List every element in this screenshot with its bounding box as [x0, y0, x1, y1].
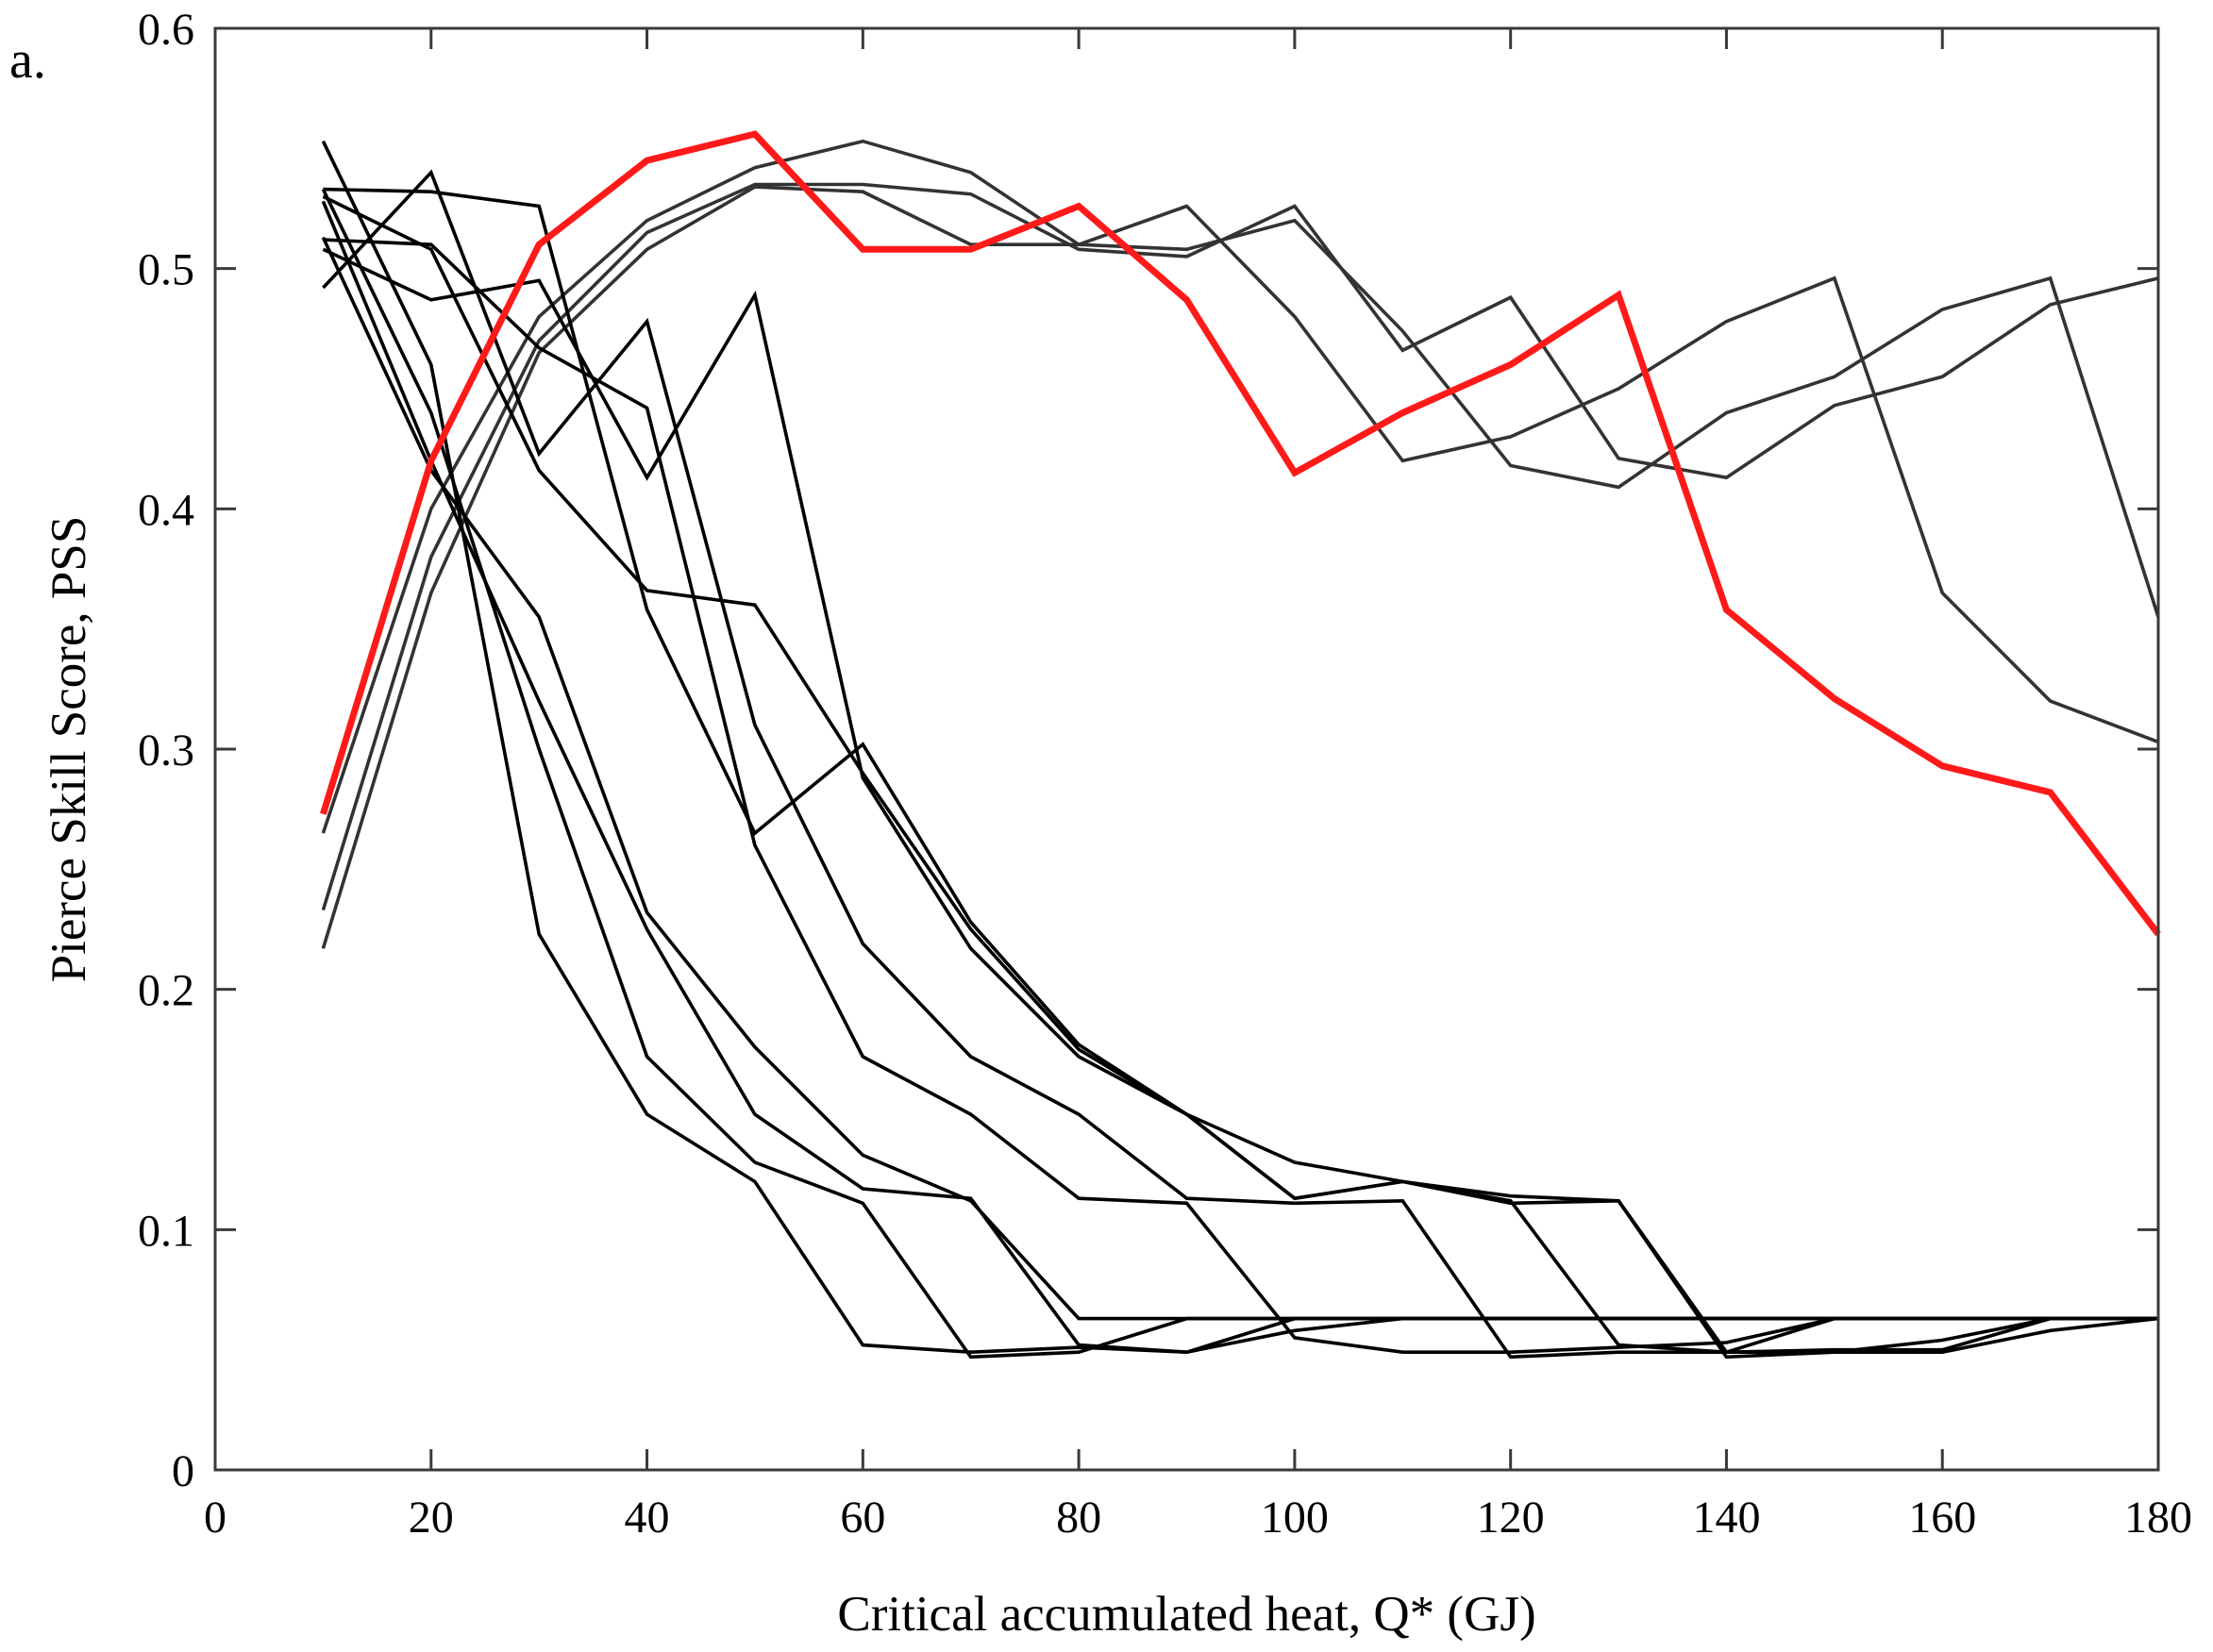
series-line-grey-1 — [321, 139, 2159, 834]
series-line-grey-2 — [321, 182, 2159, 911]
x-tick-label: 0 — [204, 1493, 226, 1543]
y-tick-label: 0.1 — [138, 1206, 194, 1256]
series-line-grey-3 — [321, 185, 2160, 949]
panel-label: a. — [9, 31, 46, 90]
x-tick-label: 20 — [409, 1493, 454, 1543]
tick-group: 0 20 40 60 80 100 120 140 160 180 0 0.1 0.2 0.3 0.4 0.5… — [138, 5, 2192, 1543]
y-axis-title: Pierce Skill Score, PSS — [42, 516, 96, 983]
x-tick-label: 40 — [625, 1493, 670, 1543]
series-line-red — [320, 130, 2161, 937]
plot-frame — [213, 26, 2160, 1472]
y-tick-label: 0.6 — [138, 5, 194, 55]
y-tick-label: 0.3 — [138, 726, 194, 776]
x-tick-label: 180 — [2124, 1493, 2192, 1543]
x-tick-label: 80 — [1056, 1493, 1101, 1543]
series-line-black-6 — [322, 169, 2159, 1360]
y-tick-label: 0.2 — [138, 966, 194, 1016]
x-tick-label: 100 — [1261, 1493, 1329, 1543]
x-tick-label: 120 — [1477, 1493, 1545, 1543]
series-line-black-9 — [322, 194, 2158, 1355]
y-tick-label: 0.4 — [138, 485, 194, 535]
series-line-black-8 — [323, 187, 2158, 1355]
series-group — [320, 130, 2161, 1360]
x-tick-label: 140 — [1692, 1493, 1760, 1543]
x-tick-label: 160 — [1908, 1493, 1976, 1543]
x-tick-label: 60 — [840, 1493, 885, 1543]
y-tick-label: 0.5 — [138, 245, 194, 295]
x-axis-title: Critical accumulated heat, Q* (GJ) — [837, 1587, 1535, 1642]
y-tick-label: 0 — [172, 1446, 194, 1496]
